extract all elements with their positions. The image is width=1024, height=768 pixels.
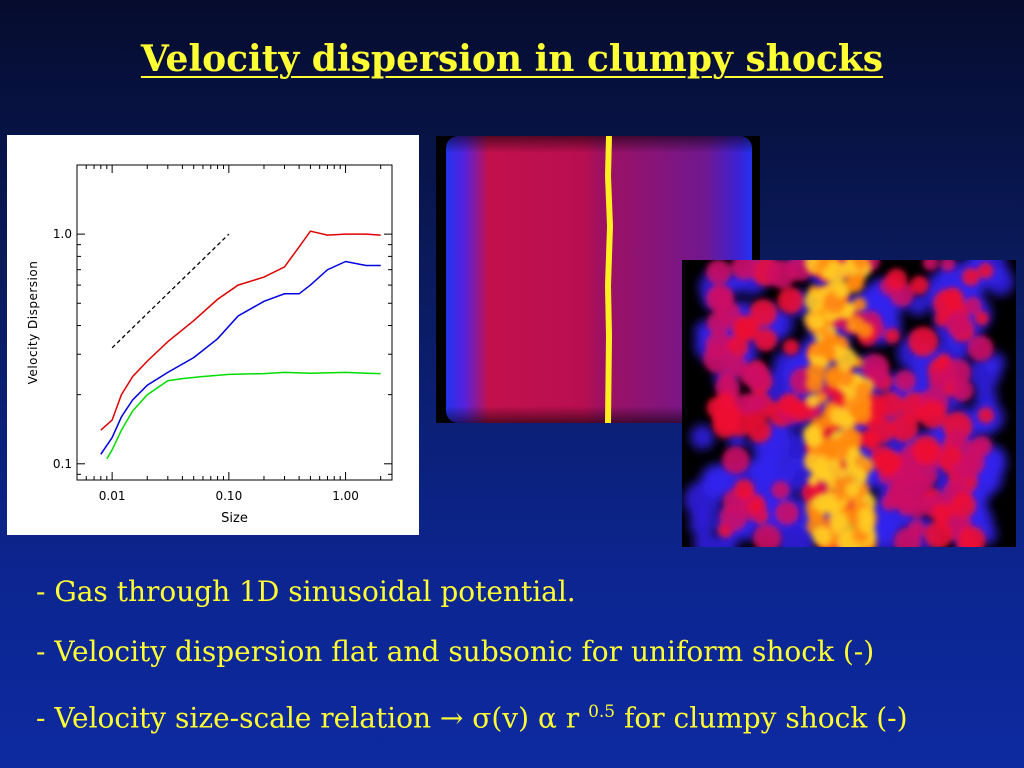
- bullet-list: - Gas through 1D sinusoidal potential. -…: [36, 572, 908, 752]
- x-tick-label: 1.00: [332, 489, 359, 503]
- shock-front-line: [604, 136, 614, 423]
- slide-title: Velocity dispersion in clumpy shocks: [140, 38, 884, 80]
- bullet-item: - Gas through 1D sinusoidal potential.: [36, 575, 576, 608]
- bullet-item-relation: - Velocity size-scale relation → σ(v) α …: [36, 701, 908, 735]
- plot-frame: [76, 164, 393, 481]
- proportional-symbol: α: [537, 701, 557, 735]
- arrow-symbol: →: [439, 701, 464, 735]
- clumpy-shock-simulation-image: [682, 260, 1016, 547]
- y-tick-label: 1.0: [53, 227, 72, 241]
- x-tick-label: 0.01: [99, 489, 126, 503]
- series-line-3: [106, 371, 381, 460]
- reference-slope-line: [111, 233, 230, 349]
- series-line-1: [100, 230, 381, 431]
- x-axis-label: Size: [221, 511, 248, 526]
- velocity-dispersion-chart: 0.01 0.10 1.00 0.1 1.0 Size Velocity Dispersio…: [7, 135, 419, 535]
- x-tick-label: 0.10: [215, 489, 242, 503]
- exponent: 0.5: [588, 702, 616, 722]
- bullet-item: - Velocity dispersion flat and subsonic …: [36, 635, 875, 668]
- y-axis-label: Velocity Dispersion: [26, 261, 40, 385]
- series-line-2: [100, 260, 381, 455]
- y-tick-label: 0.1: [53, 457, 72, 471]
